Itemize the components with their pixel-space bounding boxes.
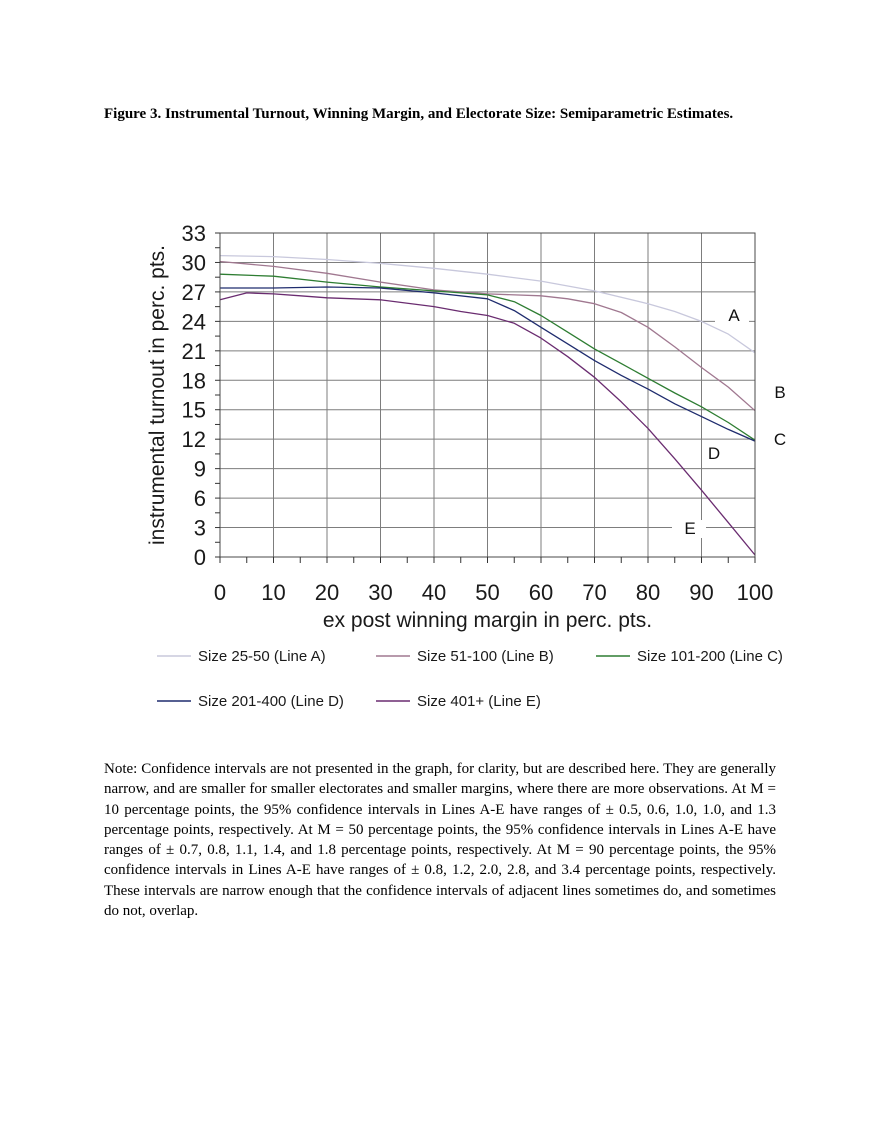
y-tick-label: 0 <box>194 545 206 570</box>
y-tick-label: 6 <box>194 486 206 511</box>
y-tick-label: 15 <box>182 398 206 423</box>
legend-label: Size 401+ (Line E) <box>417 693 541 710</box>
line-label-e: E <box>684 519 695 538</box>
y-tick-label: 21 <box>182 339 206 364</box>
x-tick-label: 10 <box>261 580 285 605</box>
legend-label: Size 201-400 (Line D) <box>198 693 344 710</box>
y-tick-label: 27 <box>182 280 206 305</box>
legend: Size 25-50 (Line A) Size 51-100 (Line B) S… <box>157 648 783 710</box>
line-label-a: A <box>728 306 740 325</box>
series-lines <box>219 254 756 556</box>
line-labels: A B C D E <box>672 306 786 538</box>
legend-label: Size 51-100 (Line B) <box>417 648 554 665</box>
x-axis-label: ex post winning margin in perc. pts. <box>323 609 652 632</box>
figure-title: Figure 3. Instrumental Turnout, Winning … <box>104 106 734 122</box>
series-line-d <box>220 286 756 442</box>
legend-label: Size 25-50 (Line A) <box>198 648 326 665</box>
line-chart: 0 10 20 30 40 50 60 70 80 90 100 0 3 6 9 12 15 18 21 24 27 30… <box>146 221 786 710</box>
y-axis-label: instrumental turnout in perc. pts. <box>146 245 169 545</box>
y-tick-label: 24 <box>182 309 206 334</box>
x-tick-label: 100 <box>737 580 774 605</box>
x-tick-label: 0 <box>214 580 226 605</box>
legend-label: Size 101-200 (Line C) <box>637 648 783 665</box>
series-line-c <box>219 273 756 441</box>
y-tick-label: 33 <box>182 221 206 246</box>
x-tick-label: 50 <box>475 580 499 605</box>
series-line-e <box>219 292 756 556</box>
series-line-b <box>219 260 756 412</box>
x-tick-label: 70 <box>582 580 606 605</box>
y-tick-label: 12 <box>182 427 206 452</box>
line-label-c: C <box>774 430 786 449</box>
chart-panel: 0 10 20 30 40 50 60 70 80 90 100 0 3 6 9 12 15 18 21 24 27 30… <box>140 214 790 739</box>
y-tick-label: 9 <box>194 457 206 482</box>
x-tick-label: 90 <box>689 580 713 605</box>
x-tick-label: 30 <box>368 580 392 605</box>
line-label-d: D <box>708 444 720 463</box>
line-label-backdrop <box>672 520 706 538</box>
x-tick-label: 60 <box>529 580 553 605</box>
axes: 0 10 20 30 40 50 60 70 80 90 100 0 3 6 9 12 15 18 21 24 27 30… <box>146 221 773 632</box>
x-tick-label: 80 <box>636 580 660 605</box>
y-tick-label: 3 <box>194 516 206 541</box>
line-label-b: B <box>774 383 785 402</box>
grid <box>219 232 756 558</box>
series-line-a <box>219 254 756 354</box>
y-tick-label: 18 <box>182 368 206 393</box>
line-label-backdrop <box>715 307 749 325</box>
y-tick-label: 30 <box>182 250 206 275</box>
confidence-interval-note: Note: Confidence intervals are not prese… <box>104 761 776 920</box>
x-tick-label: 20 <box>315 580 339 605</box>
x-tick-label: 40 <box>422 580 446 605</box>
